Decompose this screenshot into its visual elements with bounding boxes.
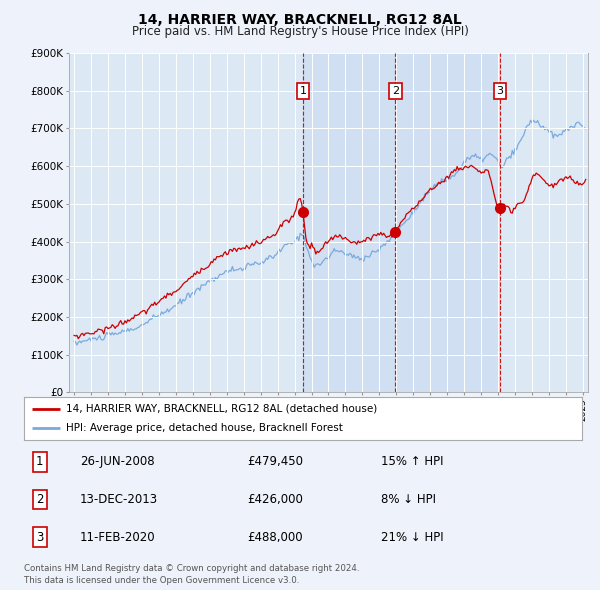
Text: 1: 1	[299, 86, 307, 96]
Text: 2: 2	[392, 86, 399, 96]
Bar	[303, 53, 395, 392]
Text: 13-DEC-2013: 13-DEC-2013	[80, 493, 158, 506]
Text: 15% ↑ HPI: 15% ↑ HPI	[381, 455, 443, 468]
Text: 2: 2	[36, 493, 43, 506]
Text: 3: 3	[36, 530, 43, 543]
Text: 8% ↓ HPI: 8% ↓ HPI	[381, 493, 436, 506]
Text: £479,450: £479,450	[247, 455, 303, 468]
Text: £488,000: £488,000	[247, 530, 303, 543]
Bar	[395, 53, 500, 392]
Text: 3: 3	[497, 86, 503, 96]
Text: 11-FEB-2020: 11-FEB-2020	[80, 530, 155, 543]
Text: Price paid vs. HM Land Registry's House Price Index (HPI): Price paid vs. HM Land Registry's House …	[131, 25, 469, 38]
Text: 26-JUN-2008: 26-JUN-2008	[80, 455, 154, 468]
Text: £426,000: £426,000	[247, 493, 303, 506]
Text: 14, HARRIER WAY, BRACKNELL, RG12 8AL (detached house): 14, HARRIER WAY, BRACKNELL, RG12 8AL (de…	[66, 404, 377, 414]
Text: 21% ↓ HPI: 21% ↓ HPI	[381, 530, 444, 543]
Text: 14, HARRIER WAY, BRACKNELL, RG12 8AL: 14, HARRIER WAY, BRACKNELL, RG12 8AL	[138, 13, 462, 27]
Text: Contains HM Land Registry data © Crown copyright and database right 2024.
This d: Contains HM Land Registry data © Crown c…	[24, 564, 359, 585]
Text: 1: 1	[36, 455, 43, 468]
Text: HPI: Average price, detached house, Bracknell Forest: HPI: Average price, detached house, Brac…	[66, 423, 343, 433]
